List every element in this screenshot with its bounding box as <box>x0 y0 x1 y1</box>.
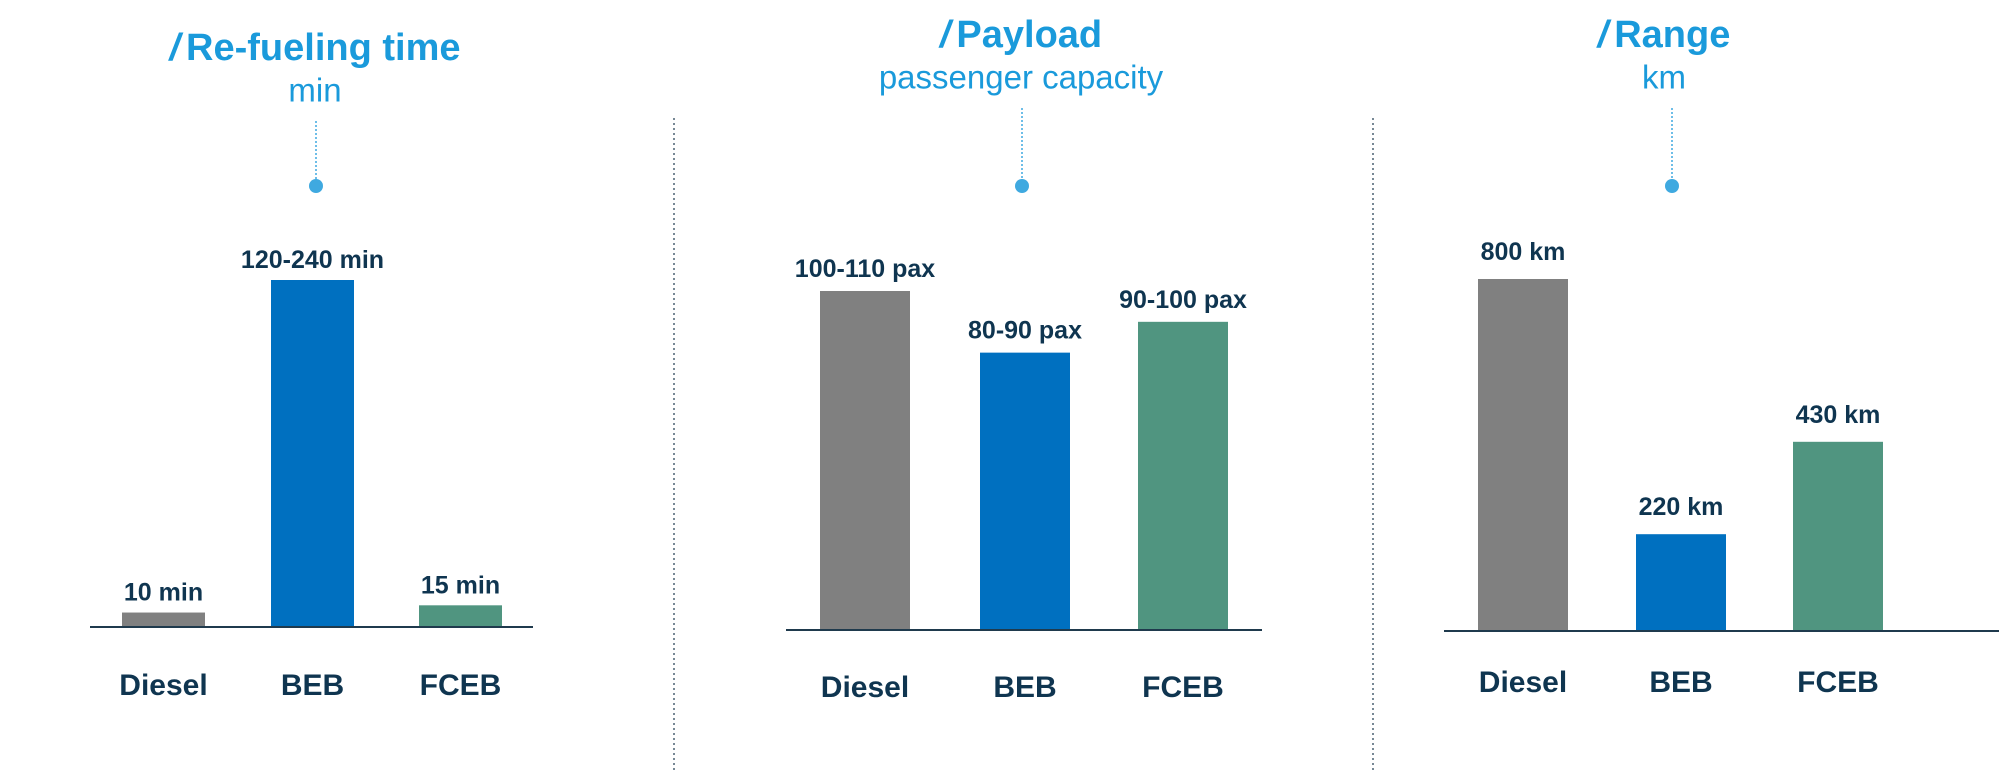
title-slash-icon: / <box>1596 14 1612 56</box>
chart-title: / Range <box>1596 14 1731 56</box>
chart-title-text: Re-fueling time <box>186 27 460 69</box>
bar-beb <box>1636 534 1726 631</box>
title-slash-icon: / <box>167 27 183 69</box>
bar-diesel <box>820 291 910 630</box>
category-label-diesel: Diesel <box>821 671 909 704</box>
chart-title-text: Range <box>1614 14 1730 56</box>
value-label-fceb: 430 km <box>1796 401 1881 429</box>
chart-subtitle: km <box>1642 59 1686 96</box>
chart-subtitle: passenger capacity <box>879 59 1164 96</box>
category-label-beb: BEB <box>1649 666 1712 699</box>
bar-beb <box>271 280 354 627</box>
value-label-diesel: 100-110 pax <box>795 255 935 283</box>
value-label-beb: 120-240 min <box>241 246 384 274</box>
bar-fceb <box>1138 321 1228 630</box>
value-label-beb: 220 km <box>1639 493 1724 521</box>
category-label-fceb: FCEB <box>1797 666 1879 699</box>
connector-dot <box>309 179 323 193</box>
bar-diesel <box>122 612 205 627</box>
category-label-diesel: Diesel <box>1479 666 1567 699</box>
category-label-beb: BEB <box>281 669 344 702</box>
connector-dot <box>1665 179 1679 193</box>
value-label-diesel: 800 km <box>1481 238 1566 266</box>
category-label-fceb: FCEB <box>1142 671 1224 704</box>
value-label-fceb: 15 min <box>421 571 500 599</box>
connector-dot <box>1015 179 1029 193</box>
bar-fceb <box>1793 441 1883 631</box>
value-label-diesel: 10 min <box>124 579 203 607</box>
chart-title-text: Payload <box>956 14 1102 56</box>
value-label-beb: 80-90 pax <box>968 317 1082 345</box>
category-label-beb: BEB <box>993 671 1056 704</box>
bar-diesel <box>1478 279 1568 631</box>
bar-fceb <box>419 605 502 627</box>
chart-subtitle: min <box>288 72 341 109</box>
title-slash-icon: / <box>938 14 954 56</box>
category-label-fceb: FCEB <box>420 669 502 702</box>
bar-beb <box>980 352 1070 630</box>
value-label-fceb: 90-100 pax <box>1119 286 1247 314</box>
chart-title: / Re-fueling time <box>167 27 460 69</box>
chart-title: / Payload <box>938 14 1102 56</box>
category-label-diesel: Diesel <box>119 669 207 702</box>
